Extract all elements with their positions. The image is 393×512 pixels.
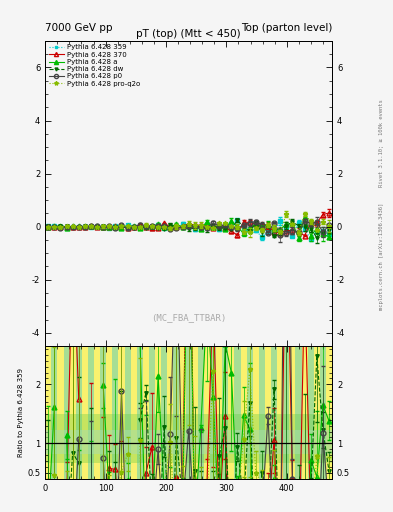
Bar (45, 414, 332, 463)
Bar (234, 346, 241, 479)
Bar (259, 346, 265, 479)
Text: Top (parton level): Top (parton level) (241, 23, 332, 33)
Bar (106, 346, 112, 479)
Bar (161, 346, 167, 479)
Bar (185, 346, 192, 479)
Bar (76, 346, 82, 479)
Bar (283, 346, 289, 479)
Text: Rivet 3.1.10; ≥ 100k events: Rivet 3.1.10; ≥ 100k events (379, 99, 384, 187)
Bar (308, 346, 314, 479)
Bar (100, 346, 106, 479)
Bar (210, 346, 216, 479)
Bar (167, 346, 173, 479)
Bar (57, 346, 64, 479)
Bar (241, 346, 247, 479)
Bar (149, 346, 155, 479)
Bar (118, 346, 125, 479)
Bar (192, 346, 198, 479)
Bar (45, 346, 332, 479)
Bar (94, 346, 100, 479)
Bar (180, 346, 185, 479)
Bar (216, 346, 222, 479)
Bar (112, 346, 118, 479)
Text: mcplots.cern.ch [arXiv:1306.3436]: mcplots.cern.ch [arXiv:1306.3436] (379, 202, 384, 310)
Text: (MC_FBA_TTBAR): (MC_FBA_TTBAR) (151, 313, 226, 322)
Bar (271, 346, 277, 479)
Bar (173, 346, 180, 479)
Bar (314, 346, 320, 479)
Bar (130, 346, 137, 479)
Bar (320, 346, 326, 479)
Y-axis label: Ratio to Pythia 6.428 359: Ratio to Pythia 6.428 359 (18, 368, 24, 457)
Bar (51, 346, 57, 479)
Bar (228, 346, 234, 479)
Bar (155, 346, 161, 479)
Bar (45, 346, 51, 479)
Bar (143, 346, 149, 479)
Bar (222, 346, 228, 479)
Bar (70, 346, 76, 479)
Bar (326, 346, 332, 479)
Legend: Pythia 6.428 359, Pythia 6.428 370, Pythia 6.428 a, Pythia 6.428 dw, Pythia 6.42: Pythia 6.428 359, Pythia 6.428 370, Pyth… (47, 43, 141, 88)
Bar (301, 346, 308, 479)
Bar (137, 346, 143, 479)
Bar (82, 346, 88, 479)
Bar (45, 431, 332, 454)
Bar (198, 346, 204, 479)
Bar (289, 346, 296, 479)
Bar (265, 346, 271, 479)
Bar (125, 346, 130, 479)
Bar (253, 346, 259, 479)
Bar (204, 346, 210, 479)
Title: pT (top) (Mtt < 450): pT (top) (Mtt < 450) (136, 29, 241, 39)
Bar (247, 346, 253, 479)
Bar (296, 346, 301, 479)
Bar (88, 346, 94, 479)
Text: 7000 GeV pp: 7000 GeV pp (45, 23, 113, 33)
Bar (277, 346, 283, 479)
Bar (64, 346, 70, 479)
